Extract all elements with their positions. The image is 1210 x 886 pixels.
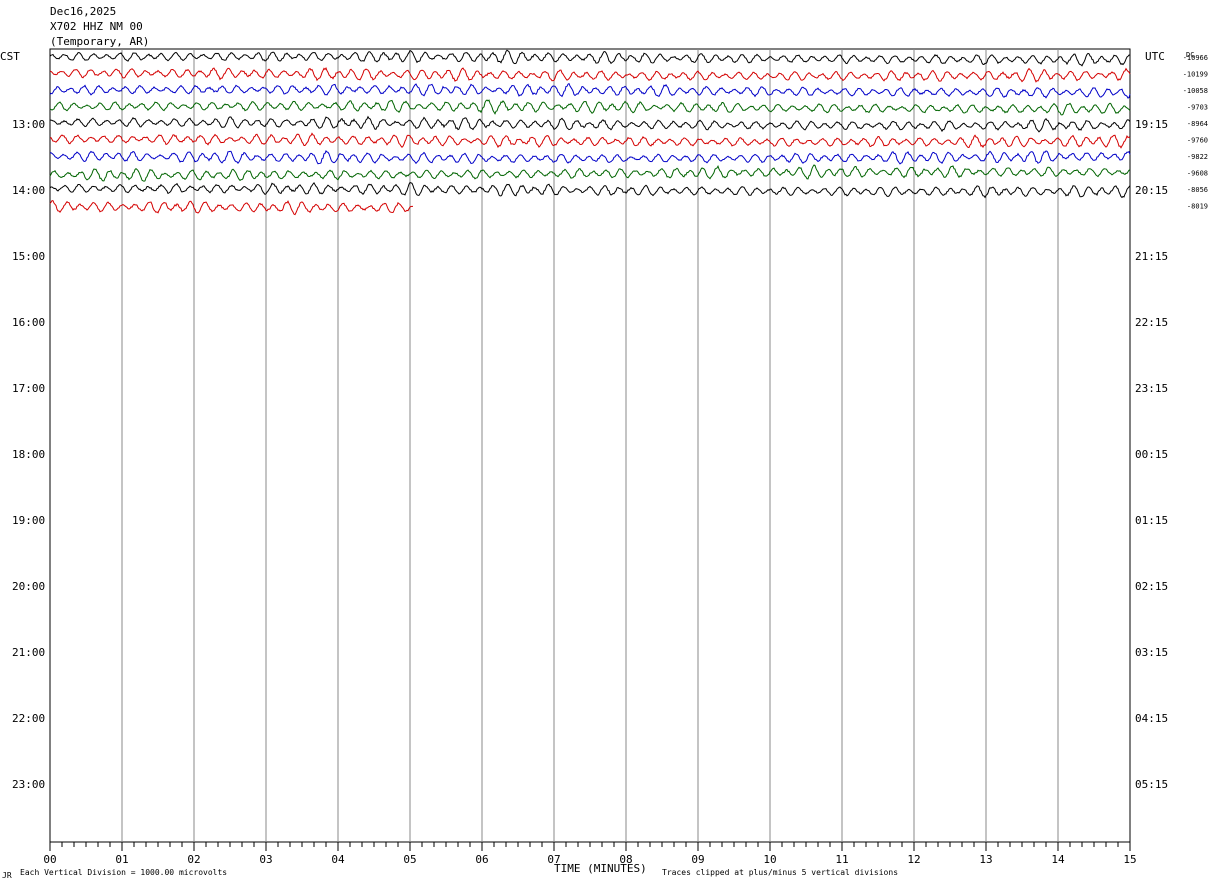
trace-dc-offset: -10966: [1183, 54, 1208, 62]
right-hour-label: 05:15: [1135, 778, 1168, 791]
right-hour-label: 20:15: [1135, 184, 1168, 197]
left-hour-label: 13:00: [12, 118, 45, 131]
trace-dc-offset: -9760: [1187, 137, 1208, 145]
seismic-trace: [49, 82, 1131, 99]
station-code: X702 HHZ NM 00: [50, 20, 143, 33]
trace-dc-offset: -9822: [1187, 153, 1208, 161]
left-hour-label: 19:00: [12, 514, 45, 527]
left-hour-label: 16:00: [12, 316, 45, 329]
trace-dc-offset: -8019: [1187, 203, 1208, 211]
seismic-trace: [49, 149, 1131, 165]
plot-frame: [49, 48, 1131, 843]
seismic-trace: [49, 99, 1131, 116]
right-hour-label: 00:15: [1135, 448, 1168, 461]
x-tick-label: 12: [907, 853, 920, 866]
trace-dc-offset: -10199: [1183, 71, 1208, 79]
station-location: (Temporary, AR): [50, 35, 150, 48]
seismic-trace: [49, 49, 1131, 67]
right-hour-label: 04:15: [1135, 712, 1168, 725]
right-hour-label: 19:15: [1135, 118, 1168, 131]
right-hour-label: 23:15: [1135, 382, 1168, 395]
x-tick-label: 01: [115, 853, 128, 866]
left-hour-label: 17:00: [12, 382, 45, 395]
right-hour-label: 03:15: [1135, 646, 1168, 659]
x-tick-label: 00: [43, 853, 56, 866]
trace-dc-offset: -8964: [1187, 120, 1208, 128]
right-timezone-label: UTC: [1145, 50, 1165, 63]
plot-date: Dec16,2025: [50, 5, 117, 18]
seismic-trace: [49, 164, 1131, 182]
seismic-trace: [49, 200, 414, 216]
left-hour-label: 21:00: [12, 646, 45, 659]
clip-note: Traces clipped at plus/minus 5 vertical …: [662, 868, 899, 877]
x-tick-label: 09: [691, 853, 704, 866]
seismic-trace: [49, 132, 1131, 149]
seismic-trace: [49, 115, 1131, 133]
left-hour-label: 23:00: [12, 778, 45, 791]
right-hour-label: 21:15: [1135, 250, 1168, 263]
x-tick-label: 07: [547, 853, 560, 866]
x-tick-label: 05: [403, 853, 416, 866]
right-hour-label: 22:15: [1135, 316, 1168, 329]
x-tick-label: 10: [763, 853, 776, 866]
x-tick-label: 04: [331, 853, 345, 866]
scale-note: Each Vertical Division = 1000.00 microvo…: [20, 868, 228, 877]
corner-mark: JR: [2, 871, 12, 880]
x-tick-label: 08: [619, 853, 632, 866]
trace-dc-offset: -8056: [1187, 186, 1208, 194]
x-tick-label: 13: [979, 853, 992, 866]
dc-header-label: DC: [1186, 51, 1194, 59]
right-hour-label: 02:15: [1135, 580, 1168, 593]
x-axis-title: TIME (MINUTES): [554, 862, 647, 875]
x-tick-label: 11: [835, 853, 848, 866]
left-hour-label: 15:00: [12, 250, 45, 263]
x-tick-label: 03: [259, 853, 272, 866]
x-tick-label: 06: [475, 853, 488, 866]
right-hour-label: 01:15: [1135, 514, 1168, 527]
left-hour-label: 22:00: [12, 712, 45, 725]
trace-dc-offset: -9703: [1187, 104, 1208, 112]
x-tick-label: 14: [1051, 853, 1065, 866]
seismic-trace: [49, 181, 1131, 199]
trace-dc-offset: -10058: [1183, 87, 1208, 95]
x-tick-label: 15: [1123, 853, 1136, 866]
left-hour-label: 14:00: [12, 184, 45, 197]
trace-dc-offset: -9608: [1187, 170, 1208, 178]
left-hour-label: 18:00: [12, 448, 45, 461]
x-tick-label: 02: [187, 853, 200, 866]
seismic-trace: [49, 66, 1131, 83]
left-timezone-label: CST: [0, 50, 20, 63]
left-hour-label: 20:00: [12, 580, 45, 593]
